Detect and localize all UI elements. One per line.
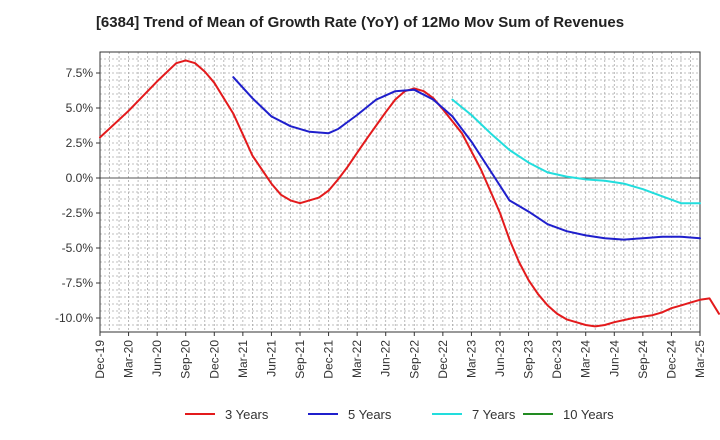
x-tick-label: Mar-24 <box>579 340 593 378</box>
x-tick-label: Mar-20 <box>122 340 136 378</box>
series-line-3-years <box>99 59 720 328</box>
x-tick-label: Jun-20 <box>150 340 164 377</box>
y-tick-label: -10.0% <box>55 311 93 325</box>
plot-border <box>99 51 701 333</box>
y-tick-label: -5.0% <box>62 241 94 255</box>
x-tick-label: Jun-22 <box>379 340 393 377</box>
x-tick-label: Jun-21 <box>264 340 278 377</box>
x-tick-label: Sep-23 <box>522 340 536 379</box>
legend-label: 5 Years <box>348 407 392 422</box>
x-tick-label: Dec-24 <box>664 340 678 379</box>
x-tick-label: Dec-22 <box>436 340 450 379</box>
x-tick-label: Sep-21 <box>293 340 307 379</box>
series-line-5-years <box>232 76 701 241</box>
y-tick-label: 0.0% <box>66 171 94 185</box>
series-line-7-years <box>451 98 701 205</box>
legend-label: 10 Years <box>563 407 614 422</box>
y-tick-label: -2.5% <box>62 206 94 220</box>
x-tick-label: Mar-21 <box>236 340 250 378</box>
legend-label: 3 Years <box>225 407 269 422</box>
y-tick-label: 5.0% <box>66 101 94 115</box>
x-tick-label: Mar-23 <box>464 340 478 378</box>
y-tick-label: 2.5% <box>66 136 94 150</box>
x-tick-label: Dec-20 <box>207 340 221 379</box>
x-tick-label: Sep-22 <box>407 340 421 379</box>
x-tick-label: Jun-23 <box>493 340 507 377</box>
x-tick-label: Dec-21 <box>322 340 336 379</box>
x-tick-label: Jun-24 <box>607 340 621 377</box>
y-tick-label: -7.5% <box>62 276 94 290</box>
x-tick-label: Mar-25 <box>693 340 707 378</box>
legend-label: 7 Years <box>472 407 516 422</box>
x-tick-label: Dec-19 <box>93 340 107 379</box>
x-tick-label: Dec-23 <box>550 340 564 379</box>
x-tick-label: Sep-24 <box>636 340 650 379</box>
x-tick-label: Sep-20 <box>179 340 193 379</box>
x-tick-label: Mar-22 <box>350 340 364 378</box>
chart-title: [6384] Trend of Mean of Growth Rate (YoY… <box>95 14 625 31</box>
y-tick-label: 7.5% <box>66 66 94 80</box>
